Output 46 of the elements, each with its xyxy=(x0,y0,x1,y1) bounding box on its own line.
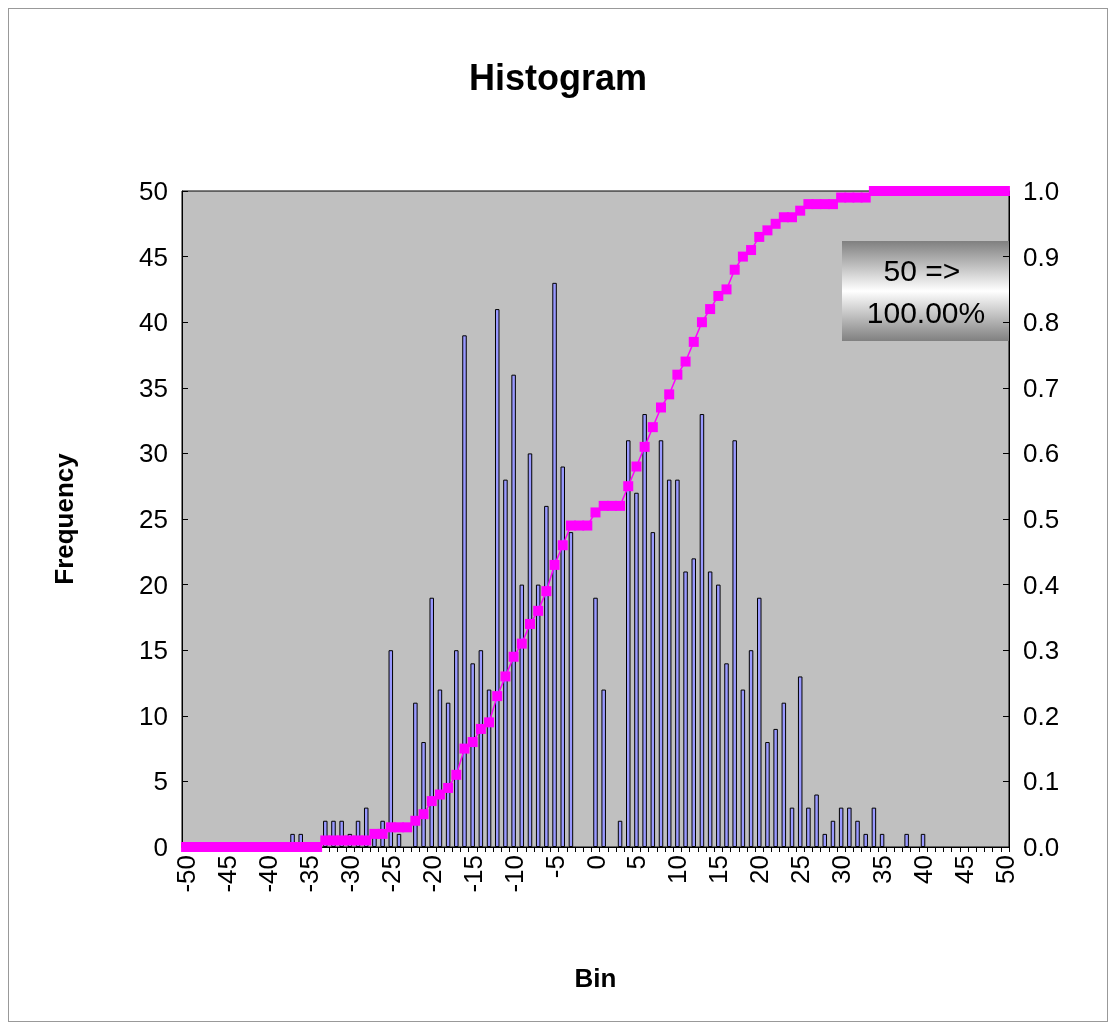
y-tick-label: 35 xyxy=(139,372,168,403)
x-tick-label: -10 xyxy=(498,855,529,893)
y-tick-label: 5 xyxy=(153,766,168,797)
chart-title: Histogram xyxy=(468,56,648,98)
y2-tick-label: 0.2 xyxy=(1023,700,1060,731)
y-tick-label: 50 xyxy=(139,176,168,206)
x-tick-label: 10 xyxy=(662,855,693,884)
x-tick-label: 15 xyxy=(703,855,734,884)
y-tick-label: 30 xyxy=(139,438,168,469)
x-tick-label: 30 xyxy=(826,855,857,884)
x-tick-label: 40 xyxy=(908,855,939,884)
x-tick-label: 50 xyxy=(989,855,1020,884)
x-tick-label: -20 xyxy=(416,855,447,893)
x-tick-label: -35 xyxy=(293,855,324,893)
x-tick-label: 35 xyxy=(867,855,898,884)
y2-tick-label: 0.8 xyxy=(1023,307,1060,338)
y-tick-label: 10 xyxy=(139,700,168,731)
y2-tick-label: 0.5 xyxy=(1023,504,1060,534)
x-tick-label: -5 xyxy=(539,855,570,879)
annotation: 50 => 100.00% xyxy=(866,253,986,329)
x-tick-label: -45 xyxy=(212,855,243,893)
y2-tick-label: 0.0 xyxy=(1023,832,1060,862)
x-tick-label: -50 xyxy=(171,855,202,893)
y2-tick-label: 0.3 xyxy=(1023,635,1060,666)
x-tick-label: -15 xyxy=(457,855,488,893)
x-tick-label: 45 xyxy=(948,855,979,884)
x-tick-label: 20 xyxy=(744,855,775,884)
x-tick-label: -25 xyxy=(375,855,406,893)
y-tick-label: 20 xyxy=(139,569,168,600)
y2-tick-label: 0.6 xyxy=(1023,438,1060,469)
x-axis-title: Bin xyxy=(574,963,617,993)
x-tick-label: -40 xyxy=(252,855,283,893)
y-tick-label: 25 xyxy=(139,504,168,534)
y-axis-title: Frequency xyxy=(49,452,79,585)
x-tick-label: -30 xyxy=(334,855,365,893)
y2-tick-label: 0.9 xyxy=(1023,241,1060,272)
y2-tick-label: 0.7 xyxy=(1023,372,1060,403)
y-tick-label: 15 xyxy=(139,635,168,666)
x-tick-label: 5 xyxy=(621,855,652,870)
y2-tick-label: 1.0 xyxy=(1023,176,1060,206)
x-tick-label: 25 xyxy=(785,855,816,884)
y-tick-label: 40 xyxy=(139,307,168,338)
y2-tick-label: 0.1 xyxy=(1023,766,1060,797)
x-tick-label: 0 xyxy=(580,855,611,870)
y2-tick-label: 0.4 xyxy=(1023,569,1060,600)
y-tick-label: 45 xyxy=(139,241,168,272)
